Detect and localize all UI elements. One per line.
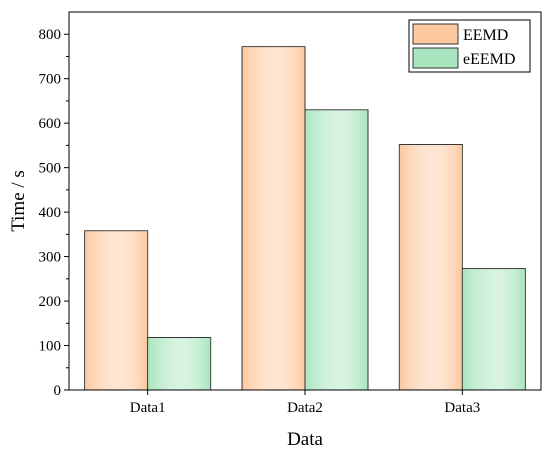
y-axis: 0 100 200 300 400 500 600 700 800 xyxy=(39,27,69,399)
legend-swatch-eemd xyxy=(412,23,459,45)
x-tick-label-data3: Data3 xyxy=(444,400,480,416)
bar-shade-eeemd-data3 xyxy=(462,269,525,390)
bars-layer xyxy=(84,46,526,391)
legend-swatch-eeemd xyxy=(412,47,459,69)
bar-shade-eemd-data1 xyxy=(85,231,148,390)
y-tick-label-800: 800 xyxy=(39,27,62,43)
y-tick-label-0: 0 xyxy=(54,383,62,399)
y-tick-label-700: 700 xyxy=(39,72,62,88)
bar-shade-eeemd-data1 xyxy=(148,338,211,390)
legend-label-eemd: EEMD xyxy=(463,27,508,44)
y-tick-label-200: 200 xyxy=(39,294,62,310)
bar-shade-eemd-data3 xyxy=(399,145,462,390)
y-tick-label-400: 400 xyxy=(39,205,62,221)
y-axis-title: Time / s xyxy=(8,170,29,232)
x-axis-title: Data xyxy=(287,429,323,450)
x-axis: Data1 Data2 Data3 xyxy=(130,390,480,416)
y-tick-label-300: 300 xyxy=(39,250,62,266)
x-tick-label-data2: Data2 xyxy=(287,400,323,416)
y-tick-label-100: 100 xyxy=(39,339,62,355)
y-tick-label-500: 500 xyxy=(39,161,62,177)
bar-shade-eeemd-data2 xyxy=(305,110,368,390)
legend: EEMD eEEMD xyxy=(408,19,531,73)
x-tick-label-data1: Data1 xyxy=(130,400,166,416)
legend-label-eeemd: eEEMD xyxy=(463,51,515,68)
y-tick-label-600: 600 xyxy=(39,116,62,132)
bar-shade-eemd-data2 xyxy=(242,47,305,390)
